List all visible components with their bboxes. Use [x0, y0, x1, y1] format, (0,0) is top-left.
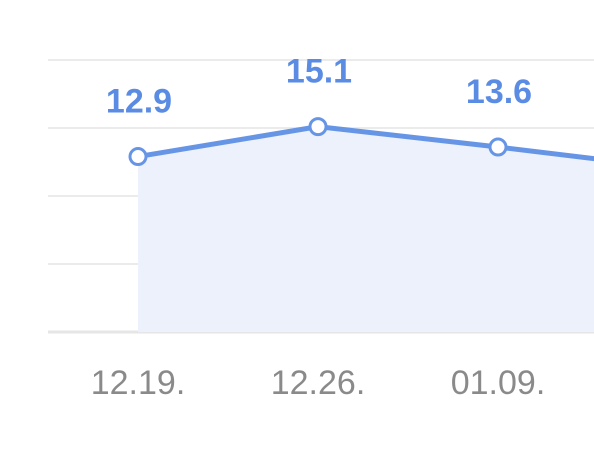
data-label: 13.6: [466, 73, 532, 111]
x-tick-label: 01.09.: [451, 364, 546, 402]
line-layer: [135, 124, 594, 162]
area-layer: [138, 126, 594, 332]
data-label: 12.9: [106, 83, 172, 121]
data-label: 15.1: [286, 53, 352, 91]
x-axis-ticks: 12.19. 12.26. 01.09.: [91, 364, 546, 402]
series-line: [135, 124, 594, 162]
x-tick-label: 12.26.: [271, 364, 366, 402]
value-labels: 12.9 15.1 13.6: [106, 53, 532, 121]
data-point: [128, 147, 148, 167]
series-area: [138, 126, 594, 332]
data-point: [488, 137, 508, 157]
x-tick-label: 12.19.: [91, 364, 186, 402]
data-point: [308, 117, 328, 137]
point-layer: [128, 117, 508, 167]
